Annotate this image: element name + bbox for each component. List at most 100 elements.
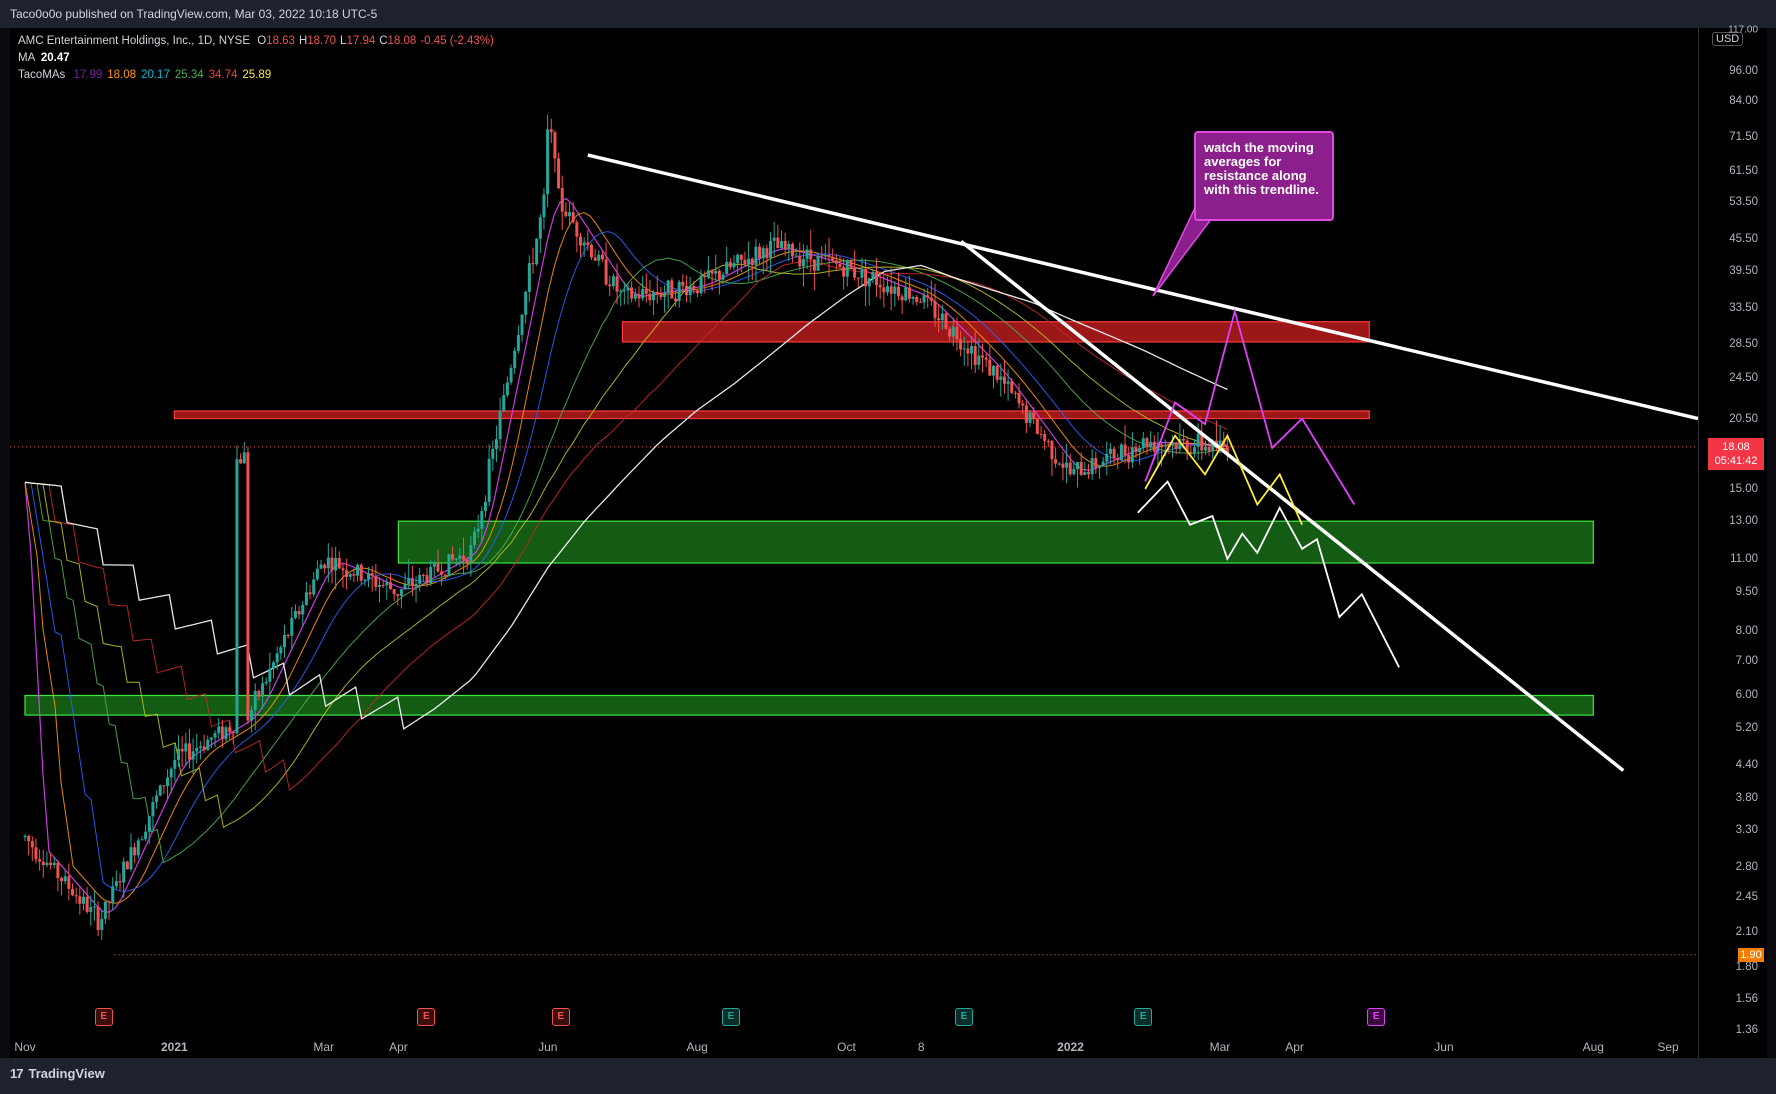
- candle-body: [341, 568, 345, 571]
- candle-body: [787, 243, 791, 250]
- candle-body: [904, 287, 908, 301]
- trendline: [587, 153, 1699, 421]
- price-axis-label: 61.50: [1729, 164, 1758, 177]
- candle-body: [480, 510, 484, 529]
- candle-body: [458, 555, 462, 559]
- candle-body: [414, 583, 418, 586]
- candle-body: [721, 274, 725, 280]
- candle-body: [1152, 441, 1156, 452]
- candle-body: [38, 859, 42, 862]
- candle-body: [571, 212, 575, 223]
- candle-body: [568, 212, 572, 217]
- candle-body: [312, 579, 316, 595]
- candle-body: [1123, 444, 1127, 456]
- candle-body: [937, 318, 941, 321]
- time-axis-label: Jun: [538, 1040, 558, 1054]
- candle-body: [1185, 440, 1189, 452]
- candle-body: [1145, 438, 1149, 448]
- candle-body: [1178, 438, 1182, 450]
- candle-body: [27, 835, 31, 842]
- candle-body: [1087, 472, 1091, 475]
- candle-body: [896, 286, 900, 297]
- legend-ma-row[interactable]: MA 20.47: [18, 50, 494, 67]
- earnings-event-icon[interactable]: E: [94, 1008, 113, 1026]
- legend-ohlc-item: -0.45 (-2.43%): [420, 35, 494, 47]
- candle-body: [308, 592, 312, 595]
- candle-body: [633, 294, 637, 299]
- tradingview-brand[interactable]: 17 TradingView: [10, 1066, 105, 1081]
- candle-body: [166, 777, 170, 787]
- legend-tacoma-value: 20.17: [141, 69, 170, 81]
- candle-body: [805, 249, 809, 260]
- moving-average-line: [24, 260, 1228, 792]
- price-axis-label: 39.50: [1729, 264, 1758, 277]
- candle-body: [1119, 444, 1123, 461]
- candle-body: [915, 296, 919, 302]
- candle-body: [63, 876, 67, 882]
- candle-body: [977, 355, 981, 365]
- candle-body: [23, 835, 27, 838]
- resistance-zone: [621, 321, 1370, 343]
- candle-body: [878, 284, 882, 288]
- candle-body: [56, 862, 60, 878]
- candle-body: [520, 314, 524, 335]
- candle-body: [747, 258, 751, 265]
- annotation-callout[interactable]: watch the moving averages for resistance…: [1194, 131, 1334, 221]
- drawings-layer: [587, 153, 1699, 772]
- candle-body: [399, 589, 403, 596]
- candle-body: [85, 896, 89, 912]
- annotation-text: watch the moving averages for resistance…: [1204, 140, 1319, 197]
- candle-body: [794, 255, 798, 257]
- currency-badge[interactable]: USD: [1712, 32, 1744, 46]
- candle-body: [246, 452, 250, 721]
- candle-body: [699, 275, 703, 294]
- candle-body: [348, 574, 352, 577]
- legend-symbol-row[interactable]: AMC Entertainment Holdings, Inc., 1D, NY…: [18, 33, 494, 50]
- candle-body: [96, 906, 100, 931]
- candle-body: [622, 290, 626, 292]
- candle-body: [615, 276, 619, 292]
- candle-body: [52, 862, 56, 866]
- candle-body: [147, 816, 151, 832]
- candle-body: [315, 568, 319, 580]
- candle-body: [926, 295, 930, 298]
- candle-body: [290, 617, 294, 636]
- candle-body: [279, 647, 283, 654]
- candle-body: [122, 861, 126, 883]
- candle-body: [392, 589, 396, 595]
- candle-body: [732, 263, 736, 268]
- earnings-event-icon[interactable]: E: [721, 1008, 740, 1026]
- candle-body: [410, 578, 414, 586]
- candle-body: [864, 268, 868, 287]
- candle-body: [546, 129, 550, 195]
- earnings-event-icon[interactable]: E: [955, 1008, 973, 1026]
- candle-body: [304, 592, 308, 605]
- candle-body: [1196, 433, 1200, 448]
- candle-body: [1046, 440, 1050, 442]
- candle-body: [352, 574, 356, 576]
- candle-body: [67, 876, 71, 889]
- earnings-event-icon[interactable]: E: [551, 1008, 570, 1026]
- legend-tacomas-row[interactable]: TacoMAs 17.99 18.08 20.17 25.34 34.74 25.89: [18, 67, 494, 84]
- moving-average-line: [24, 264, 1228, 730]
- candle-body: [1105, 453, 1109, 462]
- legend-tacoma-value: 25.89: [242, 69, 272, 81]
- candle-body: [30, 841, 34, 848]
- candle-body: [684, 285, 688, 296]
- candle-body: [790, 243, 794, 257]
- candle-body: [494, 439, 498, 449]
- candle-body: [688, 285, 692, 296]
- price-axis[interactable]: [1698, 28, 1767, 1058]
- candle-body: [582, 242, 586, 246]
- candle-body: [801, 259, 805, 267]
- candle-body: [809, 249, 813, 260]
- candle-body: [783, 240, 787, 250]
- earnings-event-icon[interactable]: E: [1367, 1008, 1386, 1026]
- candle-body: [1207, 446, 1211, 452]
- candle-body: [359, 564, 363, 581]
- candle-body: [666, 280, 670, 293]
- candle-body: [374, 575, 378, 587]
- earnings-event-icon[interactable]: E: [417, 1008, 436, 1026]
- earnings-event-icon[interactable]: E: [1134, 1008, 1153, 1026]
- candle-body: [918, 301, 922, 303]
